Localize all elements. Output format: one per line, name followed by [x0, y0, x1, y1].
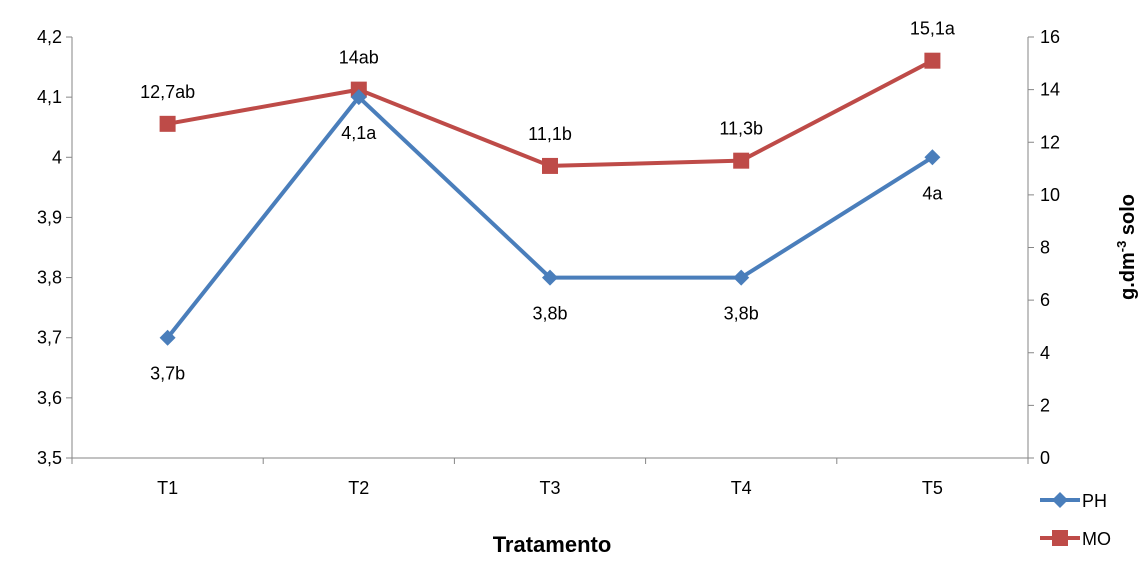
- ph-point-marker: [733, 269, 750, 286]
- tick-labels: 3,5 3,6 3,7 3,8 3,9 4 4,1 4,2 0 2 4 6 8 10 12 14 16 T1 T2 T…: [37, 27, 1060, 498]
- ph-point-marker: [350, 89, 367, 106]
- y2-axis-title-superscript: -3: [1114, 241, 1129, 253]
- y2-axis-title: g.dm-3 solo: [1114, 194, 1139, 300]
- y2-tick-label: 10: [1040, 185, 1060, 205]
- mo-series-line: [167, 58, 934, 168]
- y-tick-label: 4,2: [37, 27, 62, 47]
- y-tick-label: 3,9: [37, 207, 62, 227]
- legend-mo-label: MO: [1082, 529, 1111, 549]
- ph-data-label: 4a: [922, 183, 943, 203]
- mo-data-label: 15,1a: [910, 19, 956, 39]
- series-markers: [159, 52, 941, 346]
- legend-ph-label: PH: [1082, 491, 1107, 511]
- y2-axis-title-main: g.dm: [1117, 252, 1139, 300]
- y2-tick-label: 6: [1040, 290, 1050, 310]
- y2-axis-title-rest: solo: [1117, 194, 1139, 241]
- ph-data-label: 3,7b: [150, 364, 185, 384]
- legend-mo-marker: [1052, 530, 1068, 546]
- mo-data-label: 11,1b: [528, 124, 572, 144]
- ph-data-label: 3,8b: [532, 304, 567, 324]
- y2-tick-label: 14: [1040, 80, 1060, 100]
- y2-tick-label: 0: [1040, 448, 1050, 468]
- y-tick-label: 3,7: [37, 328, 62, 348]
- y-tick-label: 3,5: [37, 448, 62, 468]
- x-axis-title: Tratamento: [493, 532, 612, 557]
- data-labels: 12,7ab 14ab 11,1b 11,3b 15,1a 3,7b 4,1a 3,8b 3,8…: [140, 19, 956, 384]
- mo-data-label: 14ab: [339, 48, 379, 68]
- y2-tick-label: 16: [1040, 27, 1060, 47]
- mo-point-marker: [924, 52, 941, 69]
- x-tick-label: T5: [922, 478, 943, 498]
- y2-tick-label: 8: [1040, 238, 1050, 258]
- y-tick-label: 4,1: [37, 87, 62, 107]
- x-tick-label: T4: [731, 478, 752, 498]
- x-tick-label: T2: [348, 478, 369, 498]
- ph-data-label: 3,8b: [724, 304, 759, 324]
- ph-point-marker: [924, 149, 941, 166]
- x-tick-label: T3: [539, 478, 560, 498]
- x-tick-label: T1: [157, 478, 178, 498]
- y-tick-label: 3,6: [37, 388, 62, 408]
- legend: PH MO: [1040, 491, 1111, 549]
- y2-tick-label: 12: [1040, 132, 1060, 152]
- y-tick-label: 4: [52, 147, 62, 167]
- series-lines: [166, 58, 934, 339]
- y2-tick-label: 4: [1040, 343, 1050, 363]
- ph-point-marker: [159, 329, 176, 346]
- axes: [66, 36, 1034, 464]
- mo-data-label: 12,7ab: [140, 82, 195, 102]
- ph-data-label: 4,1a: [341, 123, 377, 143]
- mo-point-marker: [159, 115, 176, 132]
- mo-data-label: 11,3b: [719, 119, 763, 139]
- ph-point-marker: [542, 269, 558, 286]
- y-tick-label: 3,8: [37, 268, 62, 288]
- mo-point-marker: [733, 152, 750, 169]
- y2-tick-label: 2: [1040, 395, 1050, 415]
- mo-point-marker: [542, 157, 558, 174]
- legend-ph-marker: [1052, 492, 1068, 508]
